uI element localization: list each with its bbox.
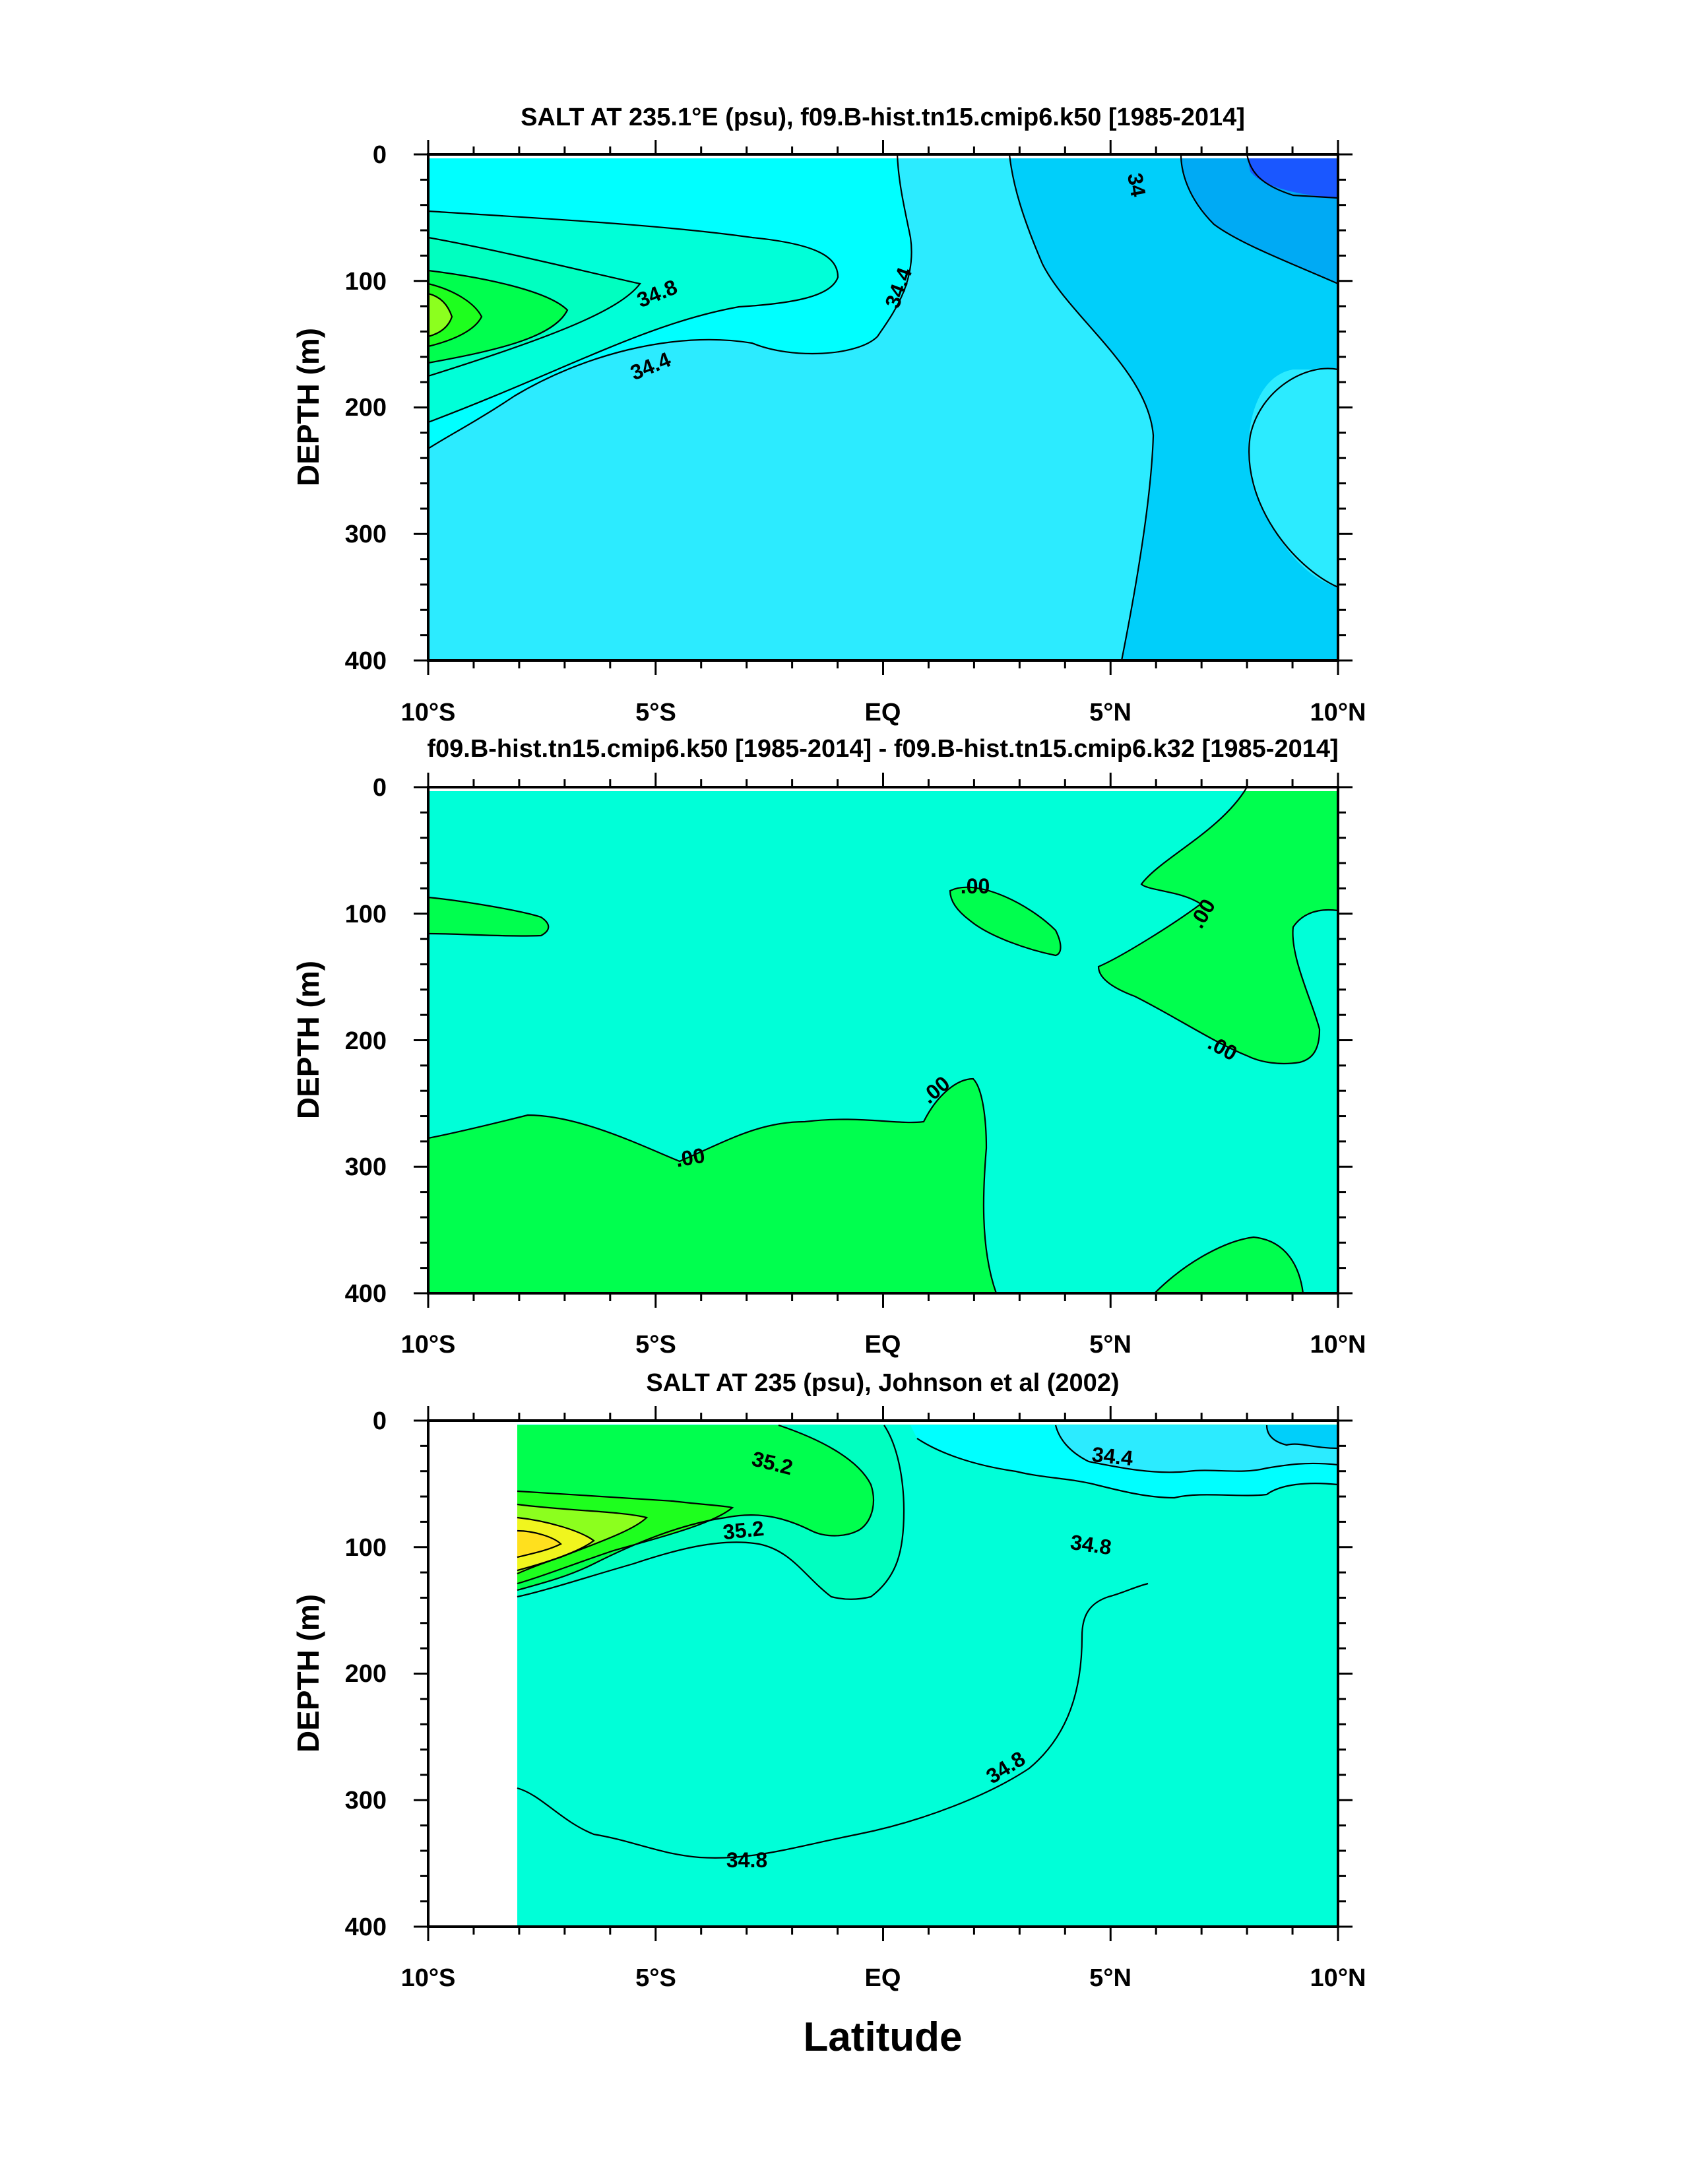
panel-1-contour-35.4 xyxy=(428,292,453,338)
panel-1-ytick-200: 200 xyxy=(345,394,387,422)
panel-2-ticks xyxy=(414,773,1353,1308)
panel-1-xtick-10n: 10°N xyxy=(1310,699,1366,726)
panel-3-ylabel: DEPTH (m) xyxy=(291,1594,325,1752)
panel-2-xtick-5s: 5°S xyxy=(635,1331,676,1359)
panel-3-fill-34.4 xyxy=(1056,1425,1338,1473)
panel-3: SALT AT 235 (psu), Johnson et al (2002) xyxy=(291,1369,1366,1992)
panel-2-fill-patch-west xyxy=(428,897,549,936)
panel-3-ytick-400: 400 xyxy=(345,1913,387,1941)
panel-1-contour-35.0 xyxy=(428,269,569,364)
panel-3-fill-36.0 xyxy=(517,1531,561,1557)
panel-1-contour-34.0 xyxy=(1180,154,1338,285)
panel-1-contour-34.4-a xyxy=(428,154,912,449)
panel-3-contour-label-3: 34.4 xyxy=(1091,1442,1134,1470)
panel-2-xtick-5n: 5°N xyxy=(1089,1331,1131,1359)
panel-3-surface-band xyxy=(517,1421,1338,1425)
panel-1-surface-band xyxy=(428,154,1338,158)
panel-1-xtick-eq: EQ xyxy=(865,699,901,726)
panel-2-contour-patch-west xyxy=(428,896,550,937)
panel-1-fill-north-33.8 xyxy=(1247,154,1338,198)
panel-3-contour-35.2 xyxy=(517,1424,874,1591)
panel-2-ytick-200: 200 xyxy=(345,1027,387,1055)
panel-1-contour-34.2 xyxy=(1008,154,1155,660)
panel-1-xtick-5s: 5°S xyxy=(635,699,676,726)
panel-3-ticks xyxy=(414,1406,1353,1941)
panel-1-fill-north-pool xyxy=(1248,369,1338,587)
panel-2-ytick-100: 100 xyxy=(345,901,387,928)
panel-3-contour-34.6 xyxy=(916,1438,1338,1499)
panel-1-ticks xyxy=(414,140,1353,675)
panel-3-contour-35.0 xyxy=(517,1425,905,1600)
panel-1-xtick-5n: 5°N xyxy=(1089,699,1131,726)
panel-2-ytick-300: 300 xyxy=(345,1153,387,1181)
panel-3-contour-34.4 xyxy=(1054,1425,1338,1473)
panel-3-xtick-10s: 10°S xyxy=(401,1964,456,1992)
panel-1-ytick-400: 400 xyxy=(345,647,387,675)
panel-3-xtick-5n: 5°N xyxy=(1089,1964,1131,1992)
panel-1-contour-label-4: 34 xyxy=(1123,171,1151,199)
panel-3-xtick-5s: 5°S xyxy=(635,1964,676,1992)
panel-1-xtick-10s: 10°S xyxy=(401,699,456,726)
panel-1-contour-33.8 xyxy=(1246,154,1338,199)
panel-3-contour-field xyxy=(428,1421,1338,1927)
panel-2-contour-patch-east xyxy=(1097,787,1338,1065)
panel-2-fill-patch-deep-east xyxy=(1155,1237,1303,1293)
panel-3-contour-36.0 xyxy=(517,1529,562,1558)
panel-1-fill-north-34.2 xyxy=(1009,154,1338,660)
panel-2-xtick-eq: EQ xyxy=(865,1331,901,1359)
panel-1: SALT AT 235.1°E (psu), f09.B-hist.tn15.c… xyxy=(291,104,1366,726)
panel-2-xtick-10s: 10°S xyxy=(401,1331,456,1359)
panel-1-contour-pool xyxy=(1248,368,1338,589)
panel-2-ytick-0: 0 xyxy=(373,774,387,802)
panel-2-contour-patch-deep-east xyxy=(1154,1236,1304,1293)
panel-1-fill-35.0 xyxy=(428,271,567,363)
panel-2-fill-patch-east xyxy=(1099,787,1338,1064)
panel-1-ytick-100: 100 xyxy=(345,268,387,296)
panel-3-fill-34.2 xyxy=(1267,1425,1338,1448)
panel-2-contour-label-5: .00 xyxy=(674,1143,707,1172)
panel-1-contour-field xyxy=(428,154,1338,660)
panel-2: f09.B-hist.tn15.cmip6.k50 [1985-2014] - … xyxy=(291,735,1366,1359)
panel-1-ytick-300: 300 xyxy=(345,521,387,548)
panel-3-contour-34.2 xyxy=(1265,1425,1338,1450)
panel-2-contour-patch-eq xyxy=(949,886,1062,957)
panel-3-ytick-200: 200 xyxy=(345,1660,387,1688)
panel-3-ytick-100: 100 xyxy=(345,1534,387,1562)
panel-1-contour-34.6 xyxy=(428,210,839,424)
panel-2-contour-field xyxy=(428,787,1338,1293)
panel-2-contour-deep-west xyxy=(428,1077,998,1293)
figure-xlabel: Latitude xyxy=(803,2014,962,2060)
panel-1-ytick-0: 0 xyxy=(373,141,387,169)
panel-1-title: SALT AT 235.1°E (psu), f09.B-hist.tn15.c… xyxy=(521,104,1245,131)
panel-3-xtick-10n: 10°N xyxy=(1310,1964,1366,1992)
panel-2-surface-band xyxy=(428,787,1338,791)
panel-1-ylabel: DEPTH (m) xyxy=(291,328,325,486)
panel-3-contour-label-4: 34.8 xyxy=(1069,1530,1113,1559)
panel-2-title: f09.B-hist.tn15.cmip6.k50 [1985-2014] - … xyxy=(427,735,1338,763)
panel-3-contour-label-6: 34.8 xyxy=(726,1848,767,1872)
panel-1-contour-34.8 xyxy=(428,236,641,377)
panel-3-contour-35.8 xyxy=(517,1516,595,1572)
panel-2-fill-deep-west xyxy=(428,1079,996,1293)
panel-3-ytick-0: 0 xyxy=(373,1407,387,1435)
panel-2-xtick-10n: 10°N xyxy=(1310,1331,1366,1359)
panel-3-contour-label-2: 35.2 xyxy=(722,1516,765,1544)
panel-3-contour-34.8 xyxy=(517,1582,1149,1859)
panel-2-ytick-400: 400 xyxy=(345,1280,387,1308)
panel-2-contour-label-1: .00 xyxy=(961,874,990,898)
panel-1-contour-35.2 xyxy=(428,282,483,348)
panel-3-xtick-eq: EQ xyxy=(865,1964,901,1992)
panel-3-contour-35.4 xyxy=(517,1490,734,1585)
panel-3-ytick-300: 300 xyxy=(345,1787,387,1815)
panel-2-fill-patch-eq xyxy=(950,887,1061,955)
panel-3-title: SALT AT 235 (psu), Johnson et al (2002) xyxy=(646,1369,1119,1397)
panel-2-ylabel: DEPTH (m) xyxy=(291,961,325,1119)
